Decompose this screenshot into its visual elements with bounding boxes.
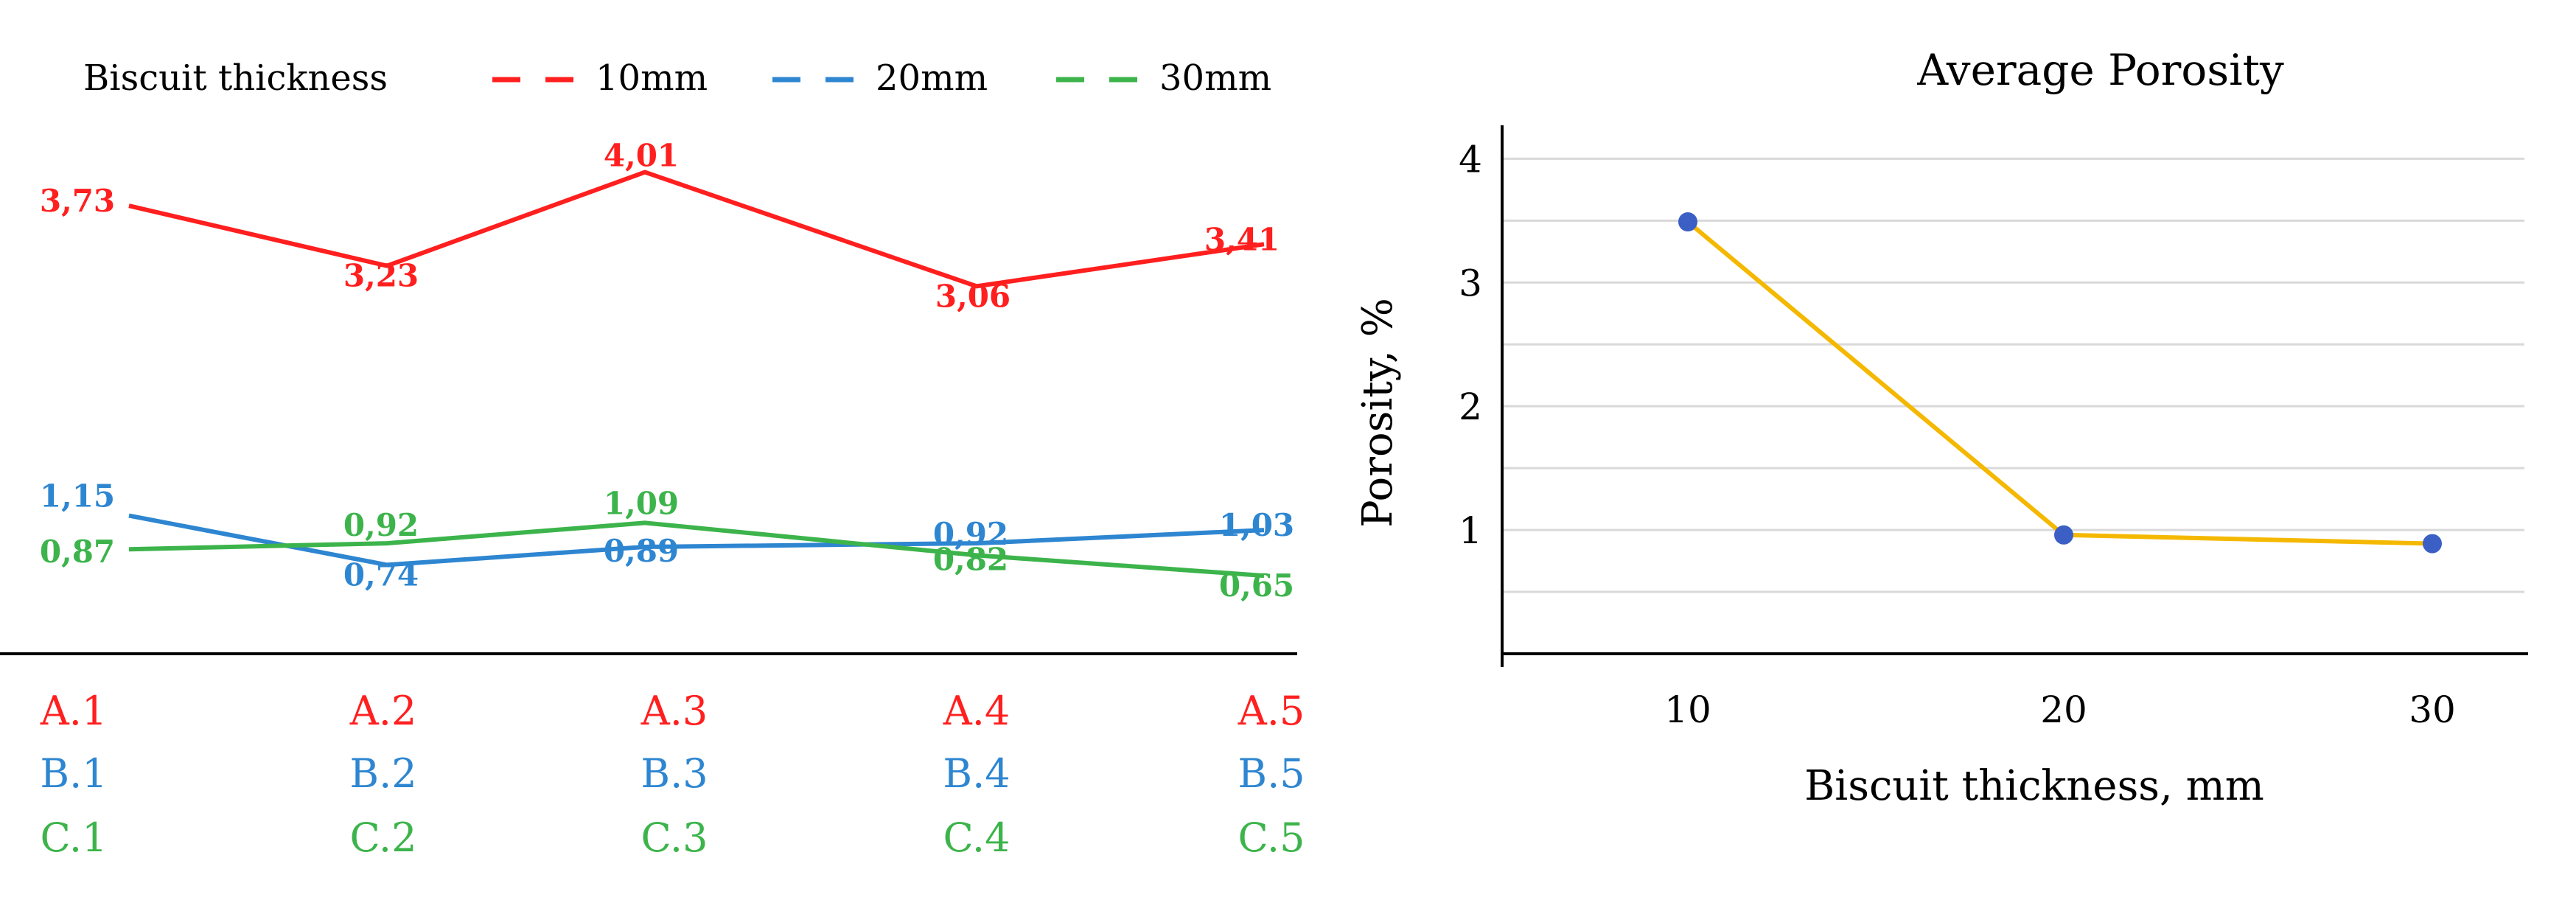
data-label-30mm-4: 0,82	[933, 541, 1008, 577]
x-tick-label-20: 20	[2040, 688, 2087, 731]
y-axis-label: Porosity, %	[1354, 298, 1402, 528]
category-label-A.2: A.2	[349, 688, 417, 734]
legend-title: Biscuit thickness	[83, 57, 388, 99]
category-label-C.1: C.1	[41, 814, 108, 861]
series-line-10mm	[128, 170, 1265, 289]
x-tick-label-30: 30	[2409, 688, 2456, 731]
x-axis-label: Biscuit thickness, mm	[1804, 762, 2264, 810]
data-label-20mm-2: 0,74	[343, 556, 419, 593]
data-point-30	[2423, 534, 2442, 554]
data-label-20mm-1: 1,15	[40, 478, 115, 514]
legend: Biscuit thickness 10mm 20mm 30mm	[83, 57, 1271, 99]
left-series-group: 3,73 3,23 4,01 3,06 3,41 1,15 0,74 0,89 0,92 1,03…	[40, 138, 1294, 604]
category-label-B.1: B.1	[40, 750, 107, 797]
category-label-B.4: B.4	[943, 750, 1010, 797]
y-tick-label-4: 4	[1459, 138, 1482, 181]
data-label-30mm-1: 0,87	[40, 534, 115, 570]
category-label-A.4: A.4	[943, 688, 1010, 734]
data-label-30mm-3: 1,09	[604, 485, 679, 521]
data-label-10mm-2: 3,23	[343, 258, 419, 294]
data-label-10mm-5: 3,41	[1204, 221, 1280, 257]
data-label-10mm-1: 3,73	[40, 183, 115, 219]
category-label-C.5: C.5	[1238, 814, 1305, 861]
gridlines	[1504, 157, 2524, 593]
category-label-B.2: B.2	[349, 750, 416, 797]
y-tick-label-3: 3	[1459, 262, 1482, 304]
y-tick-labels: 1 2 3 4	[1459, 138, 1482, 552]
category-labels: A.1 A.2 A.3 A.4 A.5 B.1 B.2 B.3 B.4 B.5 C.1 C.2 C.3 C…	[40, 688, 1305, 861]
category-label-C.2: C.2	[350, 814, 417, 861]
x-tick-labels: 10 20 30	[1664, 688, 2456, 731]
data-label-20mm-4: 0,92	[933, 516, 1008, 552]
data-point-10	[1678, 212, 1697, 232]
series-line-20mm	[128, 513, 1265, 568]
data-label-20mm-5: 1,03	[1219, 507, 1294, 543]
category-label-A.1: A.1	[40, 688, 108, 734]
category-label-B.5: B.5	[1238, 750, 1305, 797]
data-label-20mm-3: 0,89	[604, 533, 679, 569]
category-label-A.3: A.3	[640, 688, 708, 734]
legend-label-10mm: 10mm	[596, 57, 708, 99]
category-label-C.4: C.4	[943, 814, 1010, 861]
right-series-group	[1678, 212, 2442, 554]
chart-title: Average Porosity	[1916, 45, 2284, 95]
legend-label-30mm: 30mm	[1159, 57, 1271, 99]
y-tick-label-1: 1	[1459, 509, 1482, 552]
y-tick-label-2: 2	[1459, 385, 1482, 428]
category-label-B.3: B.3	[640, 750, 708, 797]
data-point-20	[2054, 525, 2073, 545]
average-porosity-line	[1686, 220, 2433, 546]
data-label-10mm-4: 3,06	[935, 278, 1010, 314]
category-label-C.3: C.3	[641, 814, 708, 861]
legend-label-20mm: 20mm	[876, 57, 988, 99]
data-label-10mm-3: 4,01	[604, 138, 679, 174]
left-line-chart: Biscuit thickness 10mm 20mm 30mm 3,73 3,23 4…	[0, 57, 1305, 861]
data-label-30mm-5: 0,65	[1219, 568, 1294, 604]
right-line-chart: Average Porosity 1 2 3 4 10 20 30 Porosity, %…	[1354, 45, 2528, 810]
x-tick-label-10: 10	[1664, 688, 1711, 731]
category-label-A.5: A.5	[1238, 688, 1305, 734]
series-line-30mm	[128, 520, 1265, 579]
data-label-30mm-2: 0,92	[343, 507, 419, 543]
